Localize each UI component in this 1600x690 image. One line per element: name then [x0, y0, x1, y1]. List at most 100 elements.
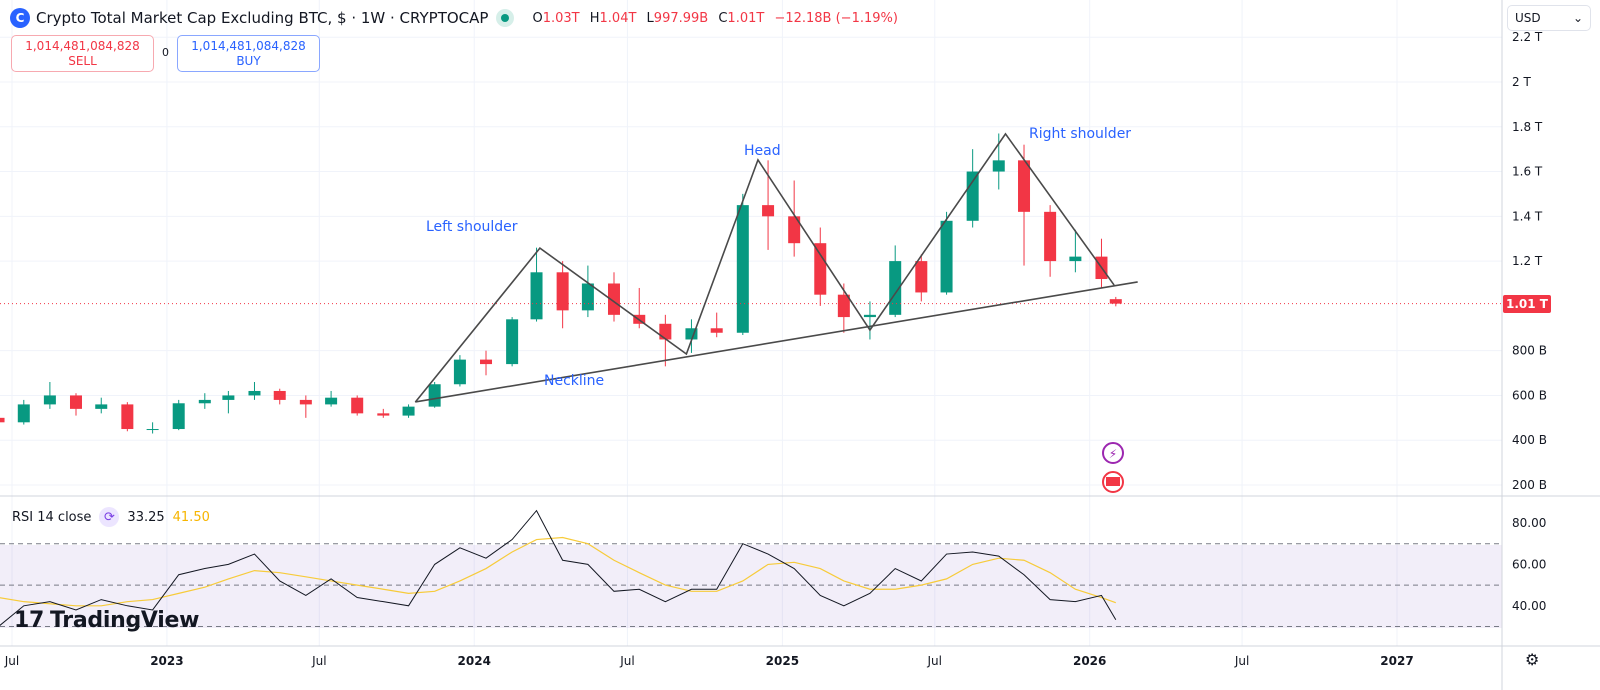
price-tick-label: 800 B [1512, 344, 1547, 358]
candle [69, 393, 82, 416]
candle-body [530, 272, 543, 320]
head-label[interactable]: Head [744, 143, 781, 159]
spread-value: 0 [162, 46, 169, 59]
low-value: 997.99B [653, 10, 709, 26]
rsi-line [0, 509, 1117, 626]
open-label: O [532, 10, 543, 26]
candle [992, 133, 1005, 190]
time-tick-label: Jul [927, 654, 942, 668]
time-tick-label: 2024 [458, 654, 491, 668]
candle [402, 404, 415, 418]
candle-body [1044, 211, 1057, 262]
candle [940, 211, 953, 295]
candle-body [299, 399, 312, 405]
candle-body [1069, 256, 1082, 262]
time-tick-label: 2025 [766, 654, 799, 668]
candle-body [95, 404, 108, 409]
candle [530, 247, 543, 322]
currency-value: USD [1515, 11, 1541, 25]
rsi-title[interactable]: RSI 14 close [12, 509, 92, 525]
candle [1095, 238, 1108, 288]
candle [863, 301, 876, 340]
candle [480, 350, 493, 376]
time-tick-label: 2026 [1073, 654, 1106, 668]
price-tick-label: 1.2 T [1512, 254, 1543, 268]
candle-body [428, 384, 441, 407]
candle-body [506, 319, 519, 365]
price-tick-label: 200 B [1512, 478, 1547, 492]
candle [428, 382, 441, 408]
candle [659, 314, 672, 367]
candle [915, 254, 928, 302]
sell-button[interactable]: 1,014,481,084,828 SELL [11, 35, 154, 72]
neckline-line[interactable] [415, 281, 1138, 403]
crypto-cap-logo-icon: C [10, 8, 30, 28]
candle-body [992, 160, 1005, 172]
left-shoulder-label[interactable]: Left shoulder [426, 219, 518, 235]
rsi-header: RSI 14 close ⟳ 33.25 41.50 [12, 507, 210, 527]
neckline-label[interactable]: Neckline [544, 373, 605, 389]
candle-body [146, 429, 159, 431]
candle-body [889, 261, 902, 315]
high-label: H [589, 10, 600, 26]
candle-body [273, 390, 286, 400]
candle-body [607, 283, 620, 315]
rsi-ma-value: 41.50 [172, 509, 210, 525]
candle-body [325, 397, 338, 405]
last-price-badge [1503, 295, 1551, 313]
flag-glyph [1106, 477, 1120, 486]
sell-label: SELL [68, 54, 97, 68]
time-axis[interactable]: Jul 2023 Jul 2024 Jul 2025 Jul 2026 Jul 2027 [4, 654, 1414, 668]
lightning-glyph: ⚡ [1109, 447, 1117, 461]
open-value: 1.03T [542, 10, 580, 26]
price-axis[interactable]: 2.2 T 2 T 1.8 T 1.6 T 1.4 T 1.2 T 800 B 600 B 40… [1512, 30, 1547, 492]
buy-price: 1,014,481,084,828 [191, 39, 306, 53]
candle [453, 355, 466, 387]
candle-body [172, 403, 185, 430]
settings-icon[interactable]: ⚙ [1525, 650, 1540, 669]
time-tick-label: 2027 [1380, 654, 1413, 668]
candle-body [581, 283, 594, 311]
tradingview-mark-icon: 17 [14, 608, 45, 633]
chevron-down-icon: ⌄ [1572, 11, 1583, 25]
candle-body [788, 216, 801, 244]
candle [222, 390, 235, 414]
candle-body [915, 261, 928, 293]
candle [377, 408, 390, 418]
rsi-ma-line [0, 536, 1116, 607]
symbol-title[interactable]: Crypto Total Market Cap Excluding BTC, $… [36, 9, 489, 27]
candle-body [377, 413, 390, 416]
candle-body [453, 359, 466, 385]
lightning-event-icon[interactable] [1102, 442, 1124, 464]
refresh-icon[interactable]: ⟳ [99, 507, 120, 527]
right-shoulder-label[interactable]: Right shoulder [1029, 126, 1132, 142]
candle [1018, 144, 1031, 266]
close-label: C [718, 10, 728, 26]
candle [95, 397, 108, 414]
rsi-axis[interactable]: 80.00 60.00 40.00 [1512, 516, 1546, 613]
candle [43, 382, 56, 409]
candle-body [710, 328, 723, 333]
time-tick-label: Jul [311, 654, 326, 668]
candle [607, 272, 620, 322]
price-tick-label: 400 B [1512, 433, 1547, 447]
candle [762, 160, 775, 250]
tradingview-logo[interactable]: 17 TradingView [14, 608, 199, 633]
candle-body [480, 359, 493, 365]
ohlc-values: O1.03T H1.04T L997.99B C1.01T −12.18B (−… [526, 11, 897, 26]
candle-body [762, 205, 775, 217]
grid [0, 0, 1502, 646]
currency-selector[interactable]: USD ⌄ [1507, 5, 1591, 31]
candle-body [685, 328, 698, 340]
candles [0, 133, 1122, 434]
candle-body [121, 404, 134, 430]
price-tick-label: 1.4 T [1512, 209, 1543, 223]
rsi-value: 33.25 [127, 509, 165, 525]
candle [325, 390, 338, 407]
price-tick-label: 2.2 T [1512, 30, 1543, 44]
candle [273, 388, 286, 405]
head-and-shoulders-line[interactable] [414, 132, 1115, 403]
candle-body [222, 395, 235, 400]
buy-button[interactable]: 1,014,481,084,828 BUY [177, 35, 320, 72]
